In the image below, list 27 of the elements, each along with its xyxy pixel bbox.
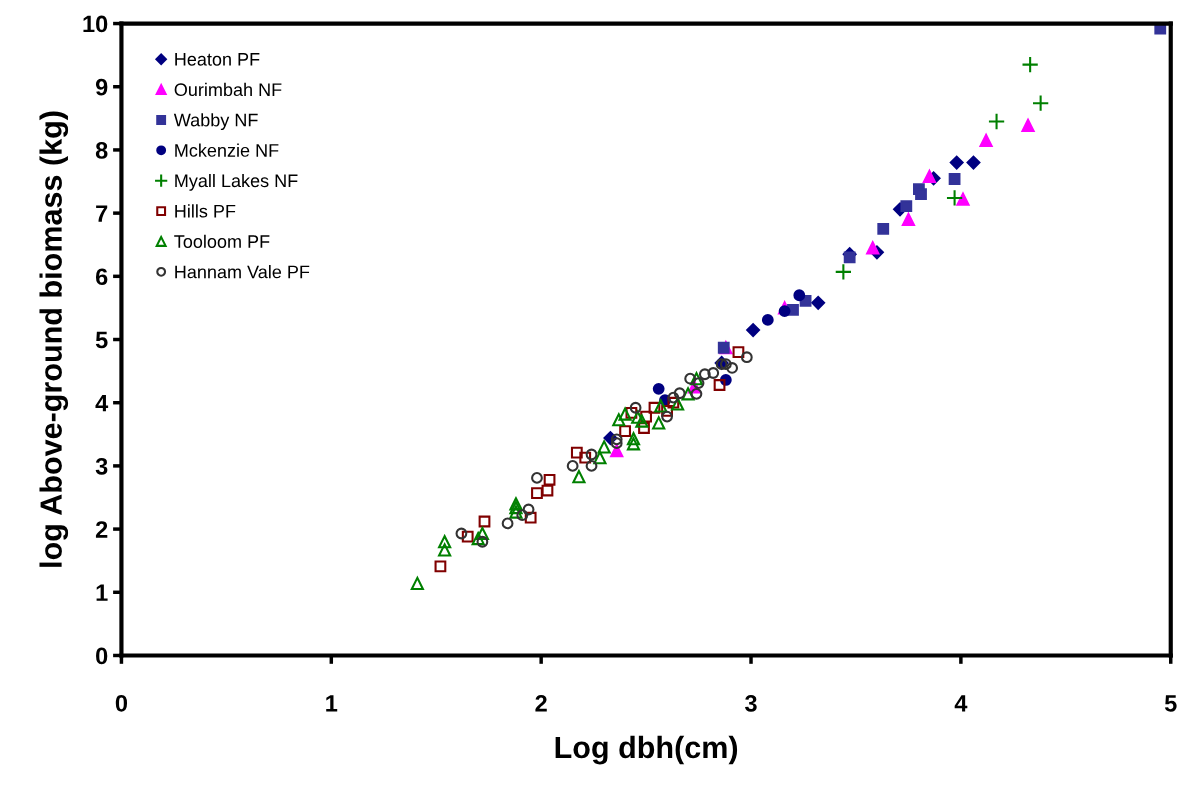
- legend-label: Myall Lakes NF: [175, 173, 298, 191]
- y-tick-label: 2: [95, 521, 108, 538]
- y-tick-label: 0: [96, 647, 108, 665]
- y-tick-label: 5: [95, 331, 108, 349]
- y-tick-label: 9: [95, 78, 108, 96]
- y-tick-label: 6: [95, 268, 108, 286]
- x-axis-title: Log dbh(cm): [555, 735, 738, 765]
- legend-label: Mckenzie NF: [175, 143, 279, 157]
- y-tick-label: 4: [95, 395, 109, 412]
- y-tick-label: 7: [96, 205, 108, 222]
- legend-label: Hills PF: [175, 204, 236, 218]
- legend-label: Wabby NF: [173, 113, 258, 131]
- legend-label: Heaton PF: [175, 53, 260, 66]
- legend-label: Ourimbah NF: [174, 82, 282, 97]
- y-axis-title: log Above-ground biomass (kg): [39, 111, 69, 567]
- legend-label: Tooloom PF: [174, 234, 270, 248]
- x-tick-label: 1: [326, 695, 338, 712]
- x-tick-label: 0: [115, 694, 128, 712]
- y-tick-label: 10: [83, 15, 108, 33]
- y-tick-label: 1: [96, 584, 108, 601]
- x-tick-label: 3: [745, 694, 757, 712]
- x-tick-label: 4: [954, 695, 968, 712]
- y-tick-label: 3: [95, 457, 108, 475]
- y-tick-label: 8: [95, 142, 108, 159]
- x-tick-label: 5: [1164, 695, 1177, 712]
- x-tick-label: 2: [535, 694, 547, 712]
- legend-label: Hannam Vale PF: [175, 265, 310, 279]
